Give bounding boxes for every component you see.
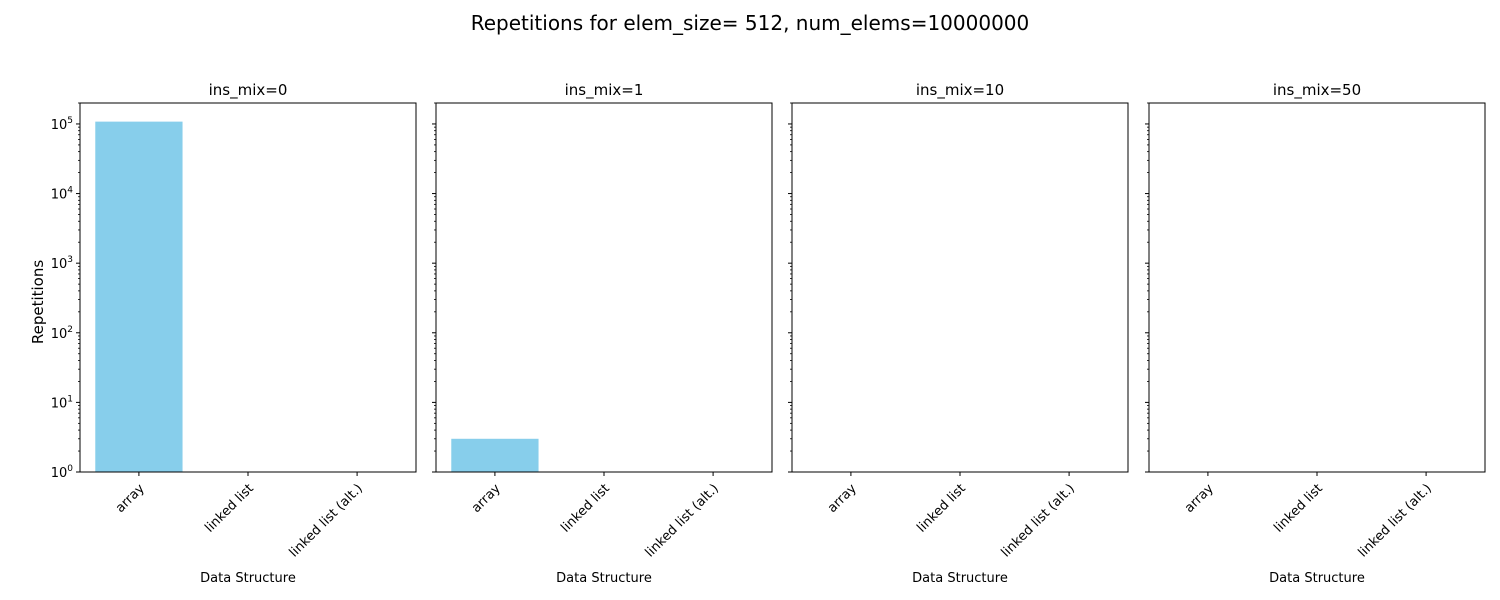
x-tick-label: linked list <box>914 481 968 535</box>
plot-frame <box>791 102 1129 473</box>
x-axis-label: Data Structure <box>912 571 1008 586</box>
y-tick-base: 10 <box>51 118 68 133</box>
x-axis-label: Data Structure <box>556 571 652 586</box>
y-tick-label: 105 <box>51 116 73 133</box>
x-tick-label: linked list (alt.) <box>287 481 366 560</box>
plot-frame <box>1148 102 1486 473</box>
y-tick-base: 10 <box>51 466 68 481</box>
y-tick-label: 102 <box>51 325 73 342</box>
x-tick-label: array <box>1182 481 1217 516</box>
y-tick-base: 10 <box>51 188 68 203</box>
y-tick-label: 103 <box>51 255 73 272</box>
plot-frame <box>435 102 773 473</box>
x-tick-label: linked list <box>1271 481 1325 535</box>
x-tick-label: linked list (alt.) <box>999 481 1078 560</box>
y-axis-label: Repetitions <box>29 260 47 345</box>
x-tick-label: array <box>825 481 860 516</box>
subplot-title: ins_mix=10 <box>916 81 1004 100</box>
y-tick-exponent: 2 <box>67 325 73 335</box>
y-tick-exponent: 5 <box>67 116 73 126</box>
y-tick-base: 10 <box>51 327 68 342</box>
y-tick-exponent: 1 <box>67 394 73 404</box>
y-tick-base: 10 <box>51 396 68 411</box>
y-tick-exponent: 0 <box>67 464 73 474</box>
bar-array <box>95 121 183 472</box>
y-tick-exponent: 3 <box>67 255 73 265</box>
x-tick-label: array <box>113 481 148 516</box>
y-tick-base: 10 <box>51 257 68 272</box>
y-tick-label: 101 <box>51 394 73 411</box>
x-tick-label: linked list (alt.) <box>643 481 722 560</box>
subplot-title: ins_mix=50 <box>1273 81 1361 100</box>
x-tick-label: linked list (alt.) <box>1356 481 1435 560</box>
subplot-title: ins_mix=0 <box>209 81 288 100</box>
x-axis-label: Data Structure <box>200 571 296 586</box>
x-tick-label: linked list <box>202 481 256 535</box>
y-tick-exponent: 4 <box>67 186 73 196</box>
y-tick-label: 104 <box>51 186 74 203</box>
x-tick-label: array <box>469 481 504 516</box>
y-tick-label: 100 <box>51 464 74 481</box>
x-tick-label: linked list <box>558 481 612 535</box>
x-axis-label: Data Structure <box>1269 571 1365 586</box>
bar-array <box>451 438 539 472</box>
figure-title: Repetitions for elem_size= 512, num_elem… <box>471 11 1030 35</box>
subplot-title: ins_mix=1 <box>565 81 644 100</box>
